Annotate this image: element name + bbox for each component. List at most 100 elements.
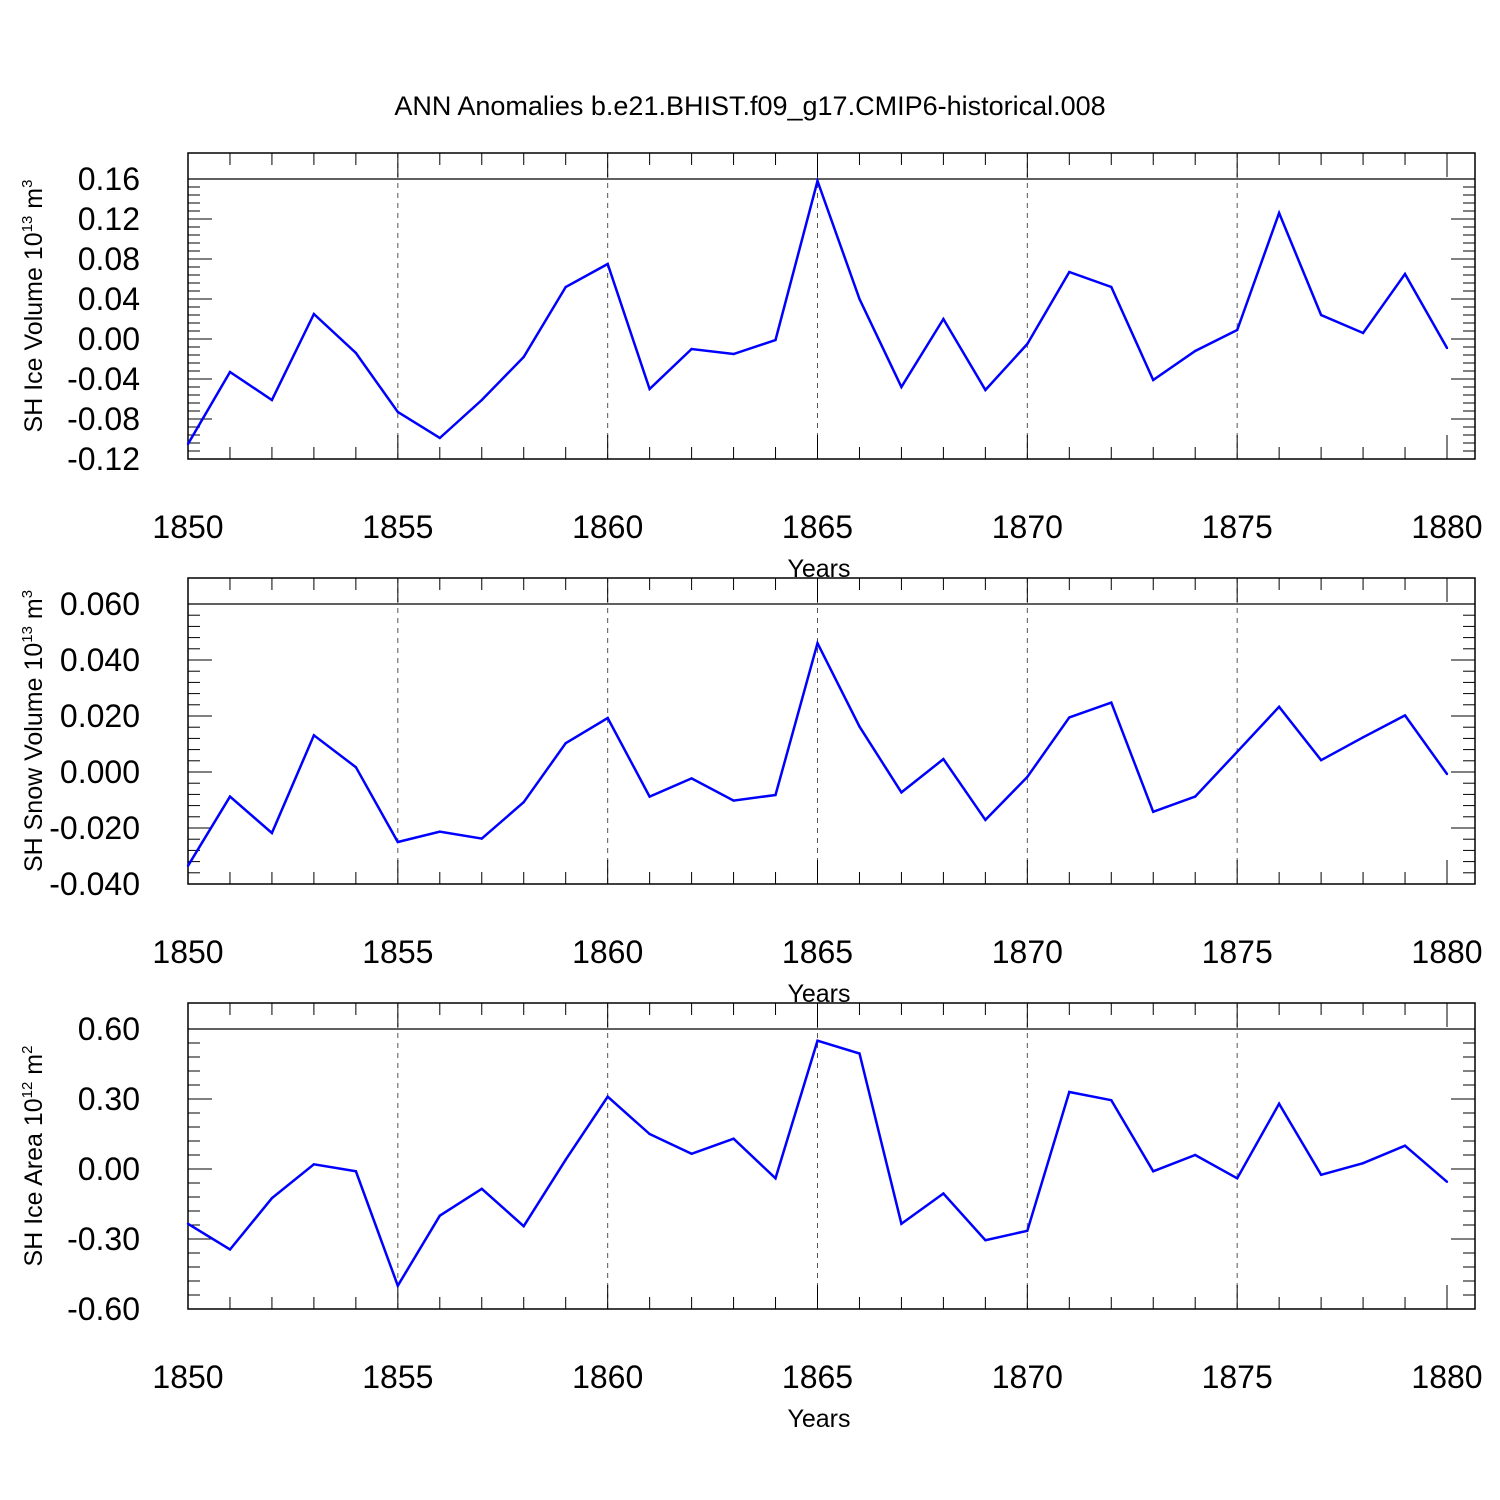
y-axis-label-main: SH Ice Area 10 xyxy=(20,1098,48,1266)
x-tick-label: 1850 xyxy=(152,934,223,970)
data-point xyxy=(312,312,316,316)
y-tick-label: 0.12 xyxy=(78,201,140,237)
y-axis-label-exp: 13 xyxy=(19,626,36,643)
y-tick-label: -0.30 xyxy=(67,1221,140,1257)
data-point xyxy=(1110,1099,1113,1102)
data-point xyxy=(354,766,358,769)
x-axis-label: Years xyxy=(787,555,850,583)
data-point xyxy=(1068,1090,1071,1094)
x-tick-label: 1855 xyxy=(362,934,433,970)
y-axis-label-exp: 13 xyxy=(19,216,36,233)
data-point xyxy=(186,864,190,867)
y-axis-label-unit-exp: 3 xyxy=(19,590,36,598)
y-tick-label: 0.00 xyxy=(78,321,140,357)
data-point xyxy=(228,795,232,798)
y-tick-label: -0.040 xyxy=(49,866,140,902)
data-point xyxy=(858,725,861,728)
data-point xyxy=(816,642,819,645)
y-tick-label: 0.04 xyxy=(78,281,140,317)
data-point xyxy=(438,830,441,833)
y-tick-label: -0.08 xyxy=(67,401,140,437)
y-tick-label: -0.60 xyxy=(67,1291,140,1327)
data-point xyxy=(312,734,316,737)
data-point xyxy=(1236,1177,1239,1180)
x-tick-label: 1850 xyxy=(152,1359,223,1395)
x-axis-label: Years xyxy=(787,980,850,1008)
data-point xyxy=(312,1163,316,1166)
x-axis-label: Years xyxy=(787,1405,850,1433)
data-point xyxy=(396,410,399,414)
data-point xyxy=(1194,795,1197,798)
data-point xyxy=(1403,1144,1407,1147)
data-point xyxy=(1110,285,1113,289)
data-point xyxy=(1361,331,1365,335)
data-point xyxy=(1110,701,1113,704)
data-point xyxy=(942,1192,945,1195)
data-point xyxy=(984,1239,987,1242)
y-tick-label: 0.00 xyxy=(78,1151,140,1187)
y-axis-label-main: SH Snow Volume 10 xyxy=(20,643,48,872)
data-point xyxy=(1026,775,1029,779)
data-point xyxy=(480,398,483,402)
x-tick-label: 1865 xyxy=(782,1359,853,1395)
data-point xyxy=(816,1039,819,1042)
data-point xyxy=(228,1248,232,1251)
data-point xyxy=(732,352,735,356)
y-axis-label-unit-exp: 2 xyxy=(19,1046,36,1054)
chart-panel-1: 1850 1855 1860 1865 1870 1875 1880 Years -0.12 -0… xyxy=(19,152,1483,583)
x-tick-label: 1875 xyxy=(1202,1359,1273,1395)
y-tick-label: 0.08 xyxy=(78,241,140,277)
data-point xyxy=(858,297,861,301)
x-tick-label: 1870 xyxy=(992,509,1063,545)
data-point xyxy=(1277,211,1281,215)
y-tick-label: 0.020 xyxy=(60,698,140,734)
data-point xyxy=(732,1137,735,1140)
y-tick-label: 0.000 xyxy=(60,754,140,790)
data-point xyxy=(900,1222,903,1226)
x-tick-label: 1860 xyxy=(572,509,643,545)
data-point xyxy=(480,1187,483,1191)
data-point xyxy=(1319,1173,1323,1177)
y-axis-label: SH Snow Volume 1013 m3 xyxy=(19,590,48,872)
data-point xyxy=(396,1284,399,1287)
x-tick-label: 1875 xyxy=(1202,934,1273,970)
y-tick-label: -0.04 xyxy=(67,361,140,397)
x-tick-label: 1855 xyxy=(362,1359,433,1395)
data-point xyxy=(984,818,987,822)
y-axis-label-main: SH Ice Volume 10 xyxy=(20,232,48,432)
data-point xyxy=(1445,772,1449,776)
data-point xyxy=(1152,810,1155,813)
data-point xyxy=(270,1197,274,1200)
data-point xyxy=(1277,1102,1281,1105)
chart-panel-3: 1850 1855 1860 1865 1870 1875 1880 Years -0.60 -0… xyxy=(19,1002,1483,1433)
data-point xyxy=(690,1152,693,1156)
data-point xyxy=(1152,1170,1155,1173)
data-point xyxy=(648,1132,651,1136)
data-point xyxy=(774,338,777,342)
data-point xyxy=(1194,1153,1197,1157)
data-point xyxy=(774,1177,777,1180)
data-point xyxy=(522,1225,525,1228)
data-point xyxy=(396,840,399,844)
chart-title: ANN Anomalies b.e21.BHIST.f09_g17.CMIP6-… xyxy=(394,91,1105,121)
data-point xyxy=(648,387,651,391)
x-tick-label: 1880 xyxy=(1411,509,1482,545)
data-point xyxy=(564,1158,567,1161)
x-tick-label: 1865 xyxy=(782,509,853,545)
data-point xyxy=(1194,349,1197,353)
data-point xyxy=(1319,759,1323,762)
data-point xyxy=(690,777,693,780)
x-tick-label: 1860 xyxy=(572,934,643,970)
x-tick-label: 1870 xyxy=(992,1359,1063,1395)
data-point xyxy=(606,1095,609,1098)
data-point xyxy=(438,1214,441,1217)
y-tick-label: -0.020 xyxy=(49,810,140,846)
y-tick-label: 0.060 xyxy=(60,586,140,622)
data-point xyxy=(1319,313,1323,317)
data-point xyxy=(1236,750,1239,753)
data-point xyxy=(774,793,777,797)
x-tick-label: 1850 xyxy=(152,509,223,545)
y-axis-label: SH Ice Area 1012 m2 xyxy=(19,1046,48,1267)
data-point xyxy=(1277,705,1281,708)
x-tick-label: 1875 xyxy=(1202,509,1273,545)
